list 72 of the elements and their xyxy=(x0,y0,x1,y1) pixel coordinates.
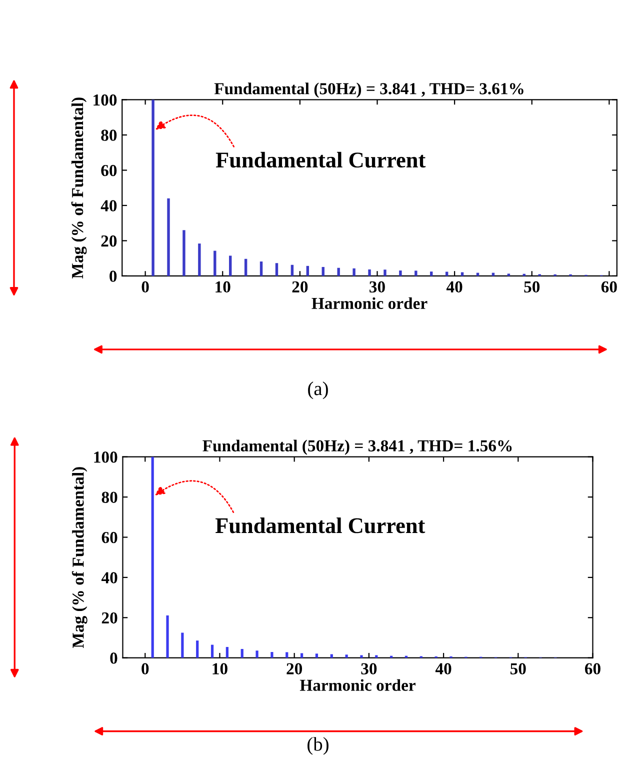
bar xyxy=(198,244,201,276)
bar xyxy=(256,650,258,658)
bar xyxy=(275,263,278,276)
x-tick-label: 10 xyxy=(212,663,228,674)
y-tick-label: 0 xyxy=(110,652,118,664)
x-tick-label: 30 xyxy=(361,663,377,674)
bar xyxy=(315,654,318,658)
x-tick-label: 50 xyxy=(510,663,526,674)
y-tick-label: 40 xyxy=(101,572,118,584)
bar xyxy=(167,198,170,276)
text: (b) xyxy=(308,737,328,755)
x-axis-title: Harmonic order xyxy=(312,297,428,310)
x-tick-label: 0 xyxy=(142,663,149,674)
bar xyxy=(330,654,333,658)
annotation: Fundamental Current xyxy=(215,518,426,534)
y-tick-label: 0 xyxy=(110,270,117,282)
bar xyxy=(151,456,154,658)
y-axis-title: Mag (% of Fundamental) xyxy=(71,98,87,279)
bar xyxy=(352,268,356,276)
y-tick-label: 100 xyxy=(94,452,118,463)
bar xyxy=(375,655,378,658)
bar xyxy=(270,652,274,658)
y-tick-label: 40 xyxy=(100,200,117,212)
bar xyxy=(210,644,214,658)
bar xyxy=(430,272,433,276)
x-tick-label: 40 xyxy=(435,663,452,674)
bar xyxy=(290,264,294,276)
bar xyxy=(360,655,363,658)
bar xyxy=(226,646,228,658)
bar xyxy=(300,653,304,658)
bar xyxy=(152,100,154,276)
x-axis-title: Harmonic order xyxy=(300,679,416,691)
x-tick-label: 20 xyxy=(286,663,302,674)
annotation: Fundamental Current xyxy=(216,152,426,168)
bar xyxy=(345,654,348,658)
text: (a) xyxy=(308,382,328,400)
y-tick-label: 80 xyxy=(102,492,118,503)
y-tick-label: 20 xyxy=(102,612,118,624)
chart-title: Fundamental (50Hz) = 3.841 , THD= 1.56% xyxy=(202,440,512,455)
bar xyxy=(244,258,248,276)
y-tick-label: 60 xyxy=(102,532,118,544)
bar xyxy=(337,268,340,276)
chart-title: Fundamental (50Hz) = 3.841 , THD= 3.61% xyxy=(214,82,524,98)
y-tick-label: 20 xyxy=(101,235,117,247)
bar xyxy=(214,250,216,276)
bar xyxy=(445,272,448,276)
x-tick-label: 30 xyxy=(370,281,385,293)
bar xyxy=(399,270,402,276)
bar xyxy=(368,269,371,276)
bar xyxy=(229,256,232,276)
bar xyxy=(166,615,169,658)
y-tick-label: 60 xyxy=(101,164,117,176)
x-tick-label: 10 xyxy=(216,281,230,293)
y-axis-title: Mag (% of Fundamental) xyxy=(72,467,88,648)
bar xyxy=(240,648,244,658)
y-tick-label: 100 xyxy=(94,94,117,106)
x-tick-label: 60 xyxy=(584,663,600,674)
bar xyxy=(182,230,186,276)
bar xyxy=(181,632,184,658)
bar xyxy=(286,652,288,658)
x-tick-label: 50 xyxy=(524,281,540,293)
x-tick-label: 40 xyxy=(446,281,462,293)
y-tick-label: 80 xyxy=(101,130,117,141)
x-tick-label: 0 xyxy=(142,281,149,293)
bar xyxy=(384,270,386,276)
x-tick-label: 20 xyxy=(292,281,308,293)
bar xyxy=(414,270,418,276)
bar xyxy=(260,262,263,276)
bar xyxy=(196,640,199,658)
bar xyxy=(306,266,310,276)
bar xyxy=(322,266,324,276)
x-tick-label: 60 xyxy=(601,281,617,293)
